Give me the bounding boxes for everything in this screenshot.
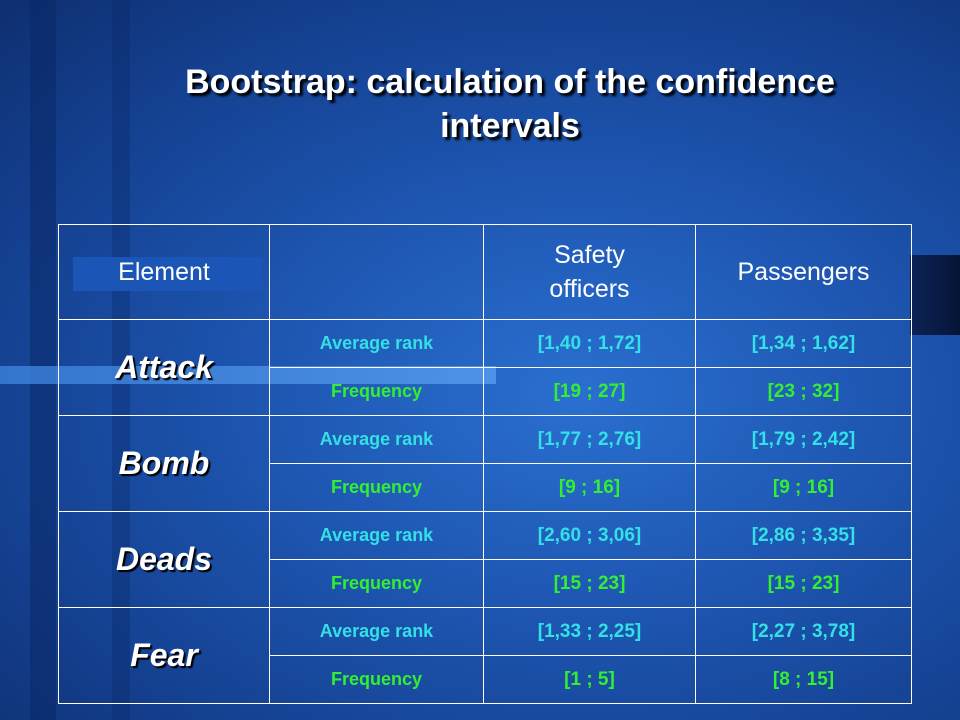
interval-value: [2,60 ; 3,06] [483,511,696,560]
interval-value: [9 ; 16] [695,463,912,512]
interval-value: [19 ; 27] [483,367,696,416]
element-name: Attack [58,319,270,416]
table-row: Bomb Average rank [1,77 ; 2,76] [1,79 ; 2,4… [58,415,912,512]
slide-title: Bootstrap: calculation of the confidence… [100,60,920,148]
table-row: Deads Average rank [2,60 ; 3,06] [2,86 ; 3,… [58,511,912,608]
header-passengers: Passengers [695,224,912,320]
interval-value: [1 ; 5] [483,655,696,704]
header-safety-officers: Safety officers [483,224,696,320]
interval-value: [15 ; 23] [483,559,696,608]
header-metric [269,224,484,320]
metric-label: Frequency [269,463,484,512]
header-element: Element [58,224,270,320]
header-highlight [73,257,263,291]
interval-value: [1,77 ; 2,76] [483,415,696,464]
title-line: intervals [440,107,580,145]
interval-value: [15 ; 23] [695,559,912,608]
accent-block [910,255,960,335]
element-name: Deads [58,511,270,608]
metric-label: Frequency [269,655,484,704]
interval-value: [9 ; 16] [483,463,696,512]
confidence-interval-table: Element Safety officers Passengers Attac… [58,224,912,704]
interval-value: [1,79 ; 2,42] [695,415,912,464]
table-row: Frequency [15 ; 23] [15 ; 23] [59,559,912,608]
metric-label: Average rank [269,415,484,464]
metric-label: Frequency [269,559,484,608]
background-band [30,0,56,720]
element-name: Fear [58,607,270,704]
interval-value: [2,86 ; 3,35] [695,511,912,560]
header-row: Element Safety officers Passengers [58,224,912,320]
interval-value: [23 ; 32] [695,367,912,416]
interval-value: [1,33 ; 2,25] [483,607,696,656]
element-name: Bomb [58,415,270,512]
interval-value: [8 ; 15] [695,655,912,704]
metric-label: Frequency [269,367,484,416]
interval-value: [1,34 ; 1,62] [695,319,912,368]
header-element-label: Element [118,258,210,286]
title-line: Bootstrap: calculation of the confidence [185,63,835,101]
table-row: Fear Average rank [1,33 ; 2,25] [2,27 ; 3,7… [58,607,912,704]
table-row: Frequency [1 ; 5] [8 ; 15] [59,655,912,704]
interval-value: [1,40 ; 1,72] [483,319,696,368]
table-row: Frequency [19 ; 27] [23 ; 32] [59,367,912,416]
metric-label: Average rank [269,511,484,560]
metric-label: Average rank [269,607,484,656]
header-safety-line: officers [549,275,630,303]
metric-label: Average rank [269,319,484,368]
table-row: Frequency [9 ; 16] [9 ; 16] [59,463,912,512]
header-safety-line: Safety [554,241,625,269]
interval-value: [2,27 ; 3,78] [695,607,912,656]
table-row: Attack Average rank [1,40 ; 1,72] [1,34 ; 1… [58,319,912,416]
